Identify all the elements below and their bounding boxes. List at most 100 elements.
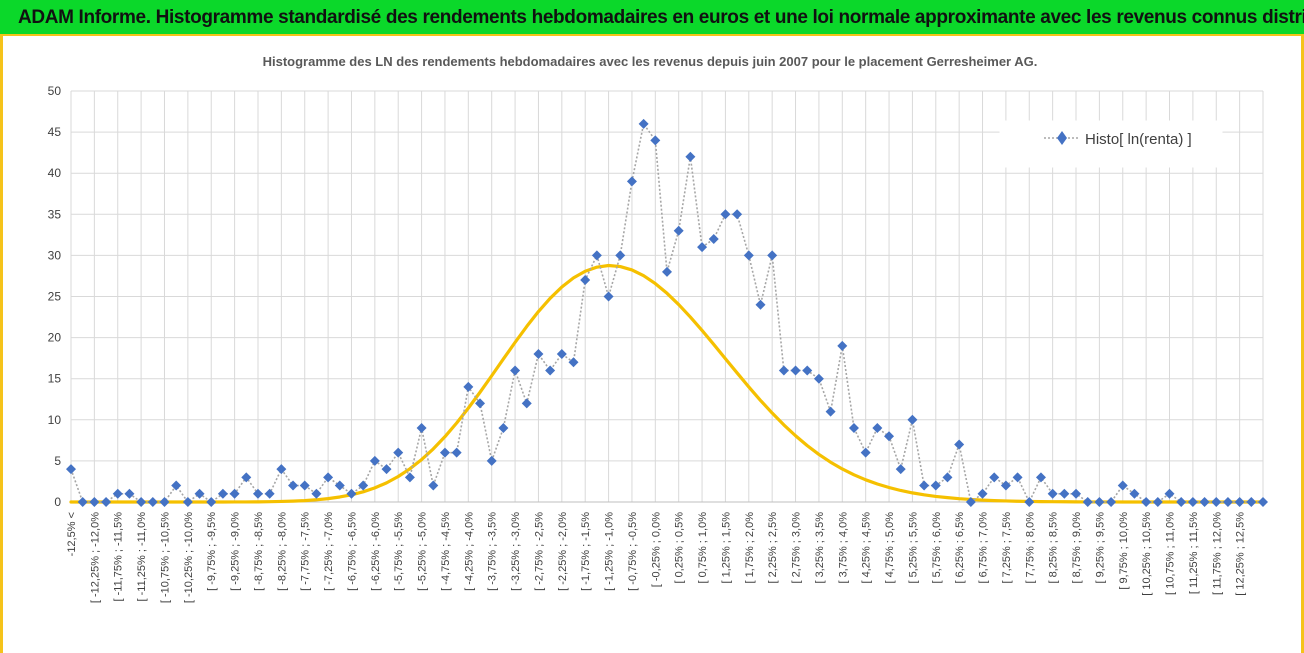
histogram-point [743,250,754,261]
x-tick-label: [ -12,25% ; -12,0% [89,512,101,603]
x-tick-label: [ 8,25% ; 8,5% [1048,512,1060,584]
legend: Histo[ ln(renta) ] [999,120,1223,168]
histogram-point [1047,488,1058,499]
histogram-point [1141,497,1152,507]
x-tick-label: [ -0,25% ; 0,0% [650,512,662,587]
x-tick-label: -12,5% < [66,512,78,556]
histogram-point [907,414,918,425]
histogram-point [626,176,637,187]
x-tick-label: [ 2,25% ; 2,5% [767,512,779,584]
histogram-point [1094,497,1105,507]
histogram-point [1152,497,1163,507]
histogram-point [1117,480,1128,491]
x-tick-label: [ 8,75% ; 9,0% [1071,512,1083,584]
histogram-point [790,365,801,376]
histogram-point [1176,497,1187,507]
histogram-point [977,488,988,499]
x-tick-label: [ -11,75% ; -11,5% [113,512,125,602]
histogram-point [860,447,871,458]
chart-frame [0,36,1304,653]
histogram-point [580,275,591,286]
y-tick-label: 40 [48,166,62,180]
histogram-point [533,349,544,360]
legend-marker [1057,131,1067,145]
x-tick-label: [ -3,25% ; -3,0% [510,512,522,591]
y-tick-label: 35 [48,207,62,221]
histogram-point [1246,497,1257,507]
histogram-point [1082,497,1093,507]
x-tick-label: [ -5,75% ; -5,5% [393,512,405,591]
x-tick-label: [ 4,25% ; 4,5% [861,512,873,584]
histogram-point [334,480,345,491]
histogram-point [521,398,532,409]
normal-curve [69,263,1265,504]
x-tick-label: [ -2,25% ; -2,0% [557,512,569,591]
x-tick-label: [ 5,25% ; 5,5% [907,512,919,584]
x-tick-label: [ 10,75% ; 11,0% [1165,512,1177,595]
histogram-point [206,497,217,507]
histogram-point [1059,488,1070,499]
histogram-point [416,423,427,434]
histogram-point [252,488,263,499]
x-axis: -12,5% < [ -12,25% ; -12,0% [ -11,75% ; -1… [66,501,1263,603]
x-tick-label: [ 7,25% ; 7,5% [1001,512,1013,584]
x-tick-label: [ 11,75% ; 12,0% [1211,512,1223,595]
histogram-point [147,497,158,507]
histogram-point [895,464,906,475]
x-tick-label: [ -3,75% ; -3,5% [487,512,499,591]
report-title: ADAM Informe. Histogramme standardisé de… [18,7,1304,28]
x-tick-label: [ -2,75% ; -2,5% [533,512,545,591]
x-tick-label: [ 3,75% ; 4,0% [837,512,849,584]
x-tick-label: [ -8,25% ; -8,0% [276,512,288,591]
histogram-point [638,118,649,129]
y-tick-label: 5 [54,454,61,468]
x-tick-label: [ 1,75% ; 2,0% [744,512,756,584]
x-tick-label: [ -4,25% ; -4,0% [463,512,475,591]
grid-lines [70,90,1264,503]
y-tick-label: 30 [48,248,62,262]
histogram-point [802,365,813,376]
histogram-point [1000,480,1011,491]
y-tick-label: 10 [48,413,62,427]
histogram-point [1012,472,1023,483]
x-tick-label: [ -4,75% ; -4,5% [440,512,452,591]
x-tick-label: [ -9,25% ; -9,0% [230,512,242,591]
histogram-point [848,423,859,434]
histogram-point [778,365,789,376]
histogram-point [825,406,836,417]
histogram-point [194,488,205,499]
x-tick-label: [ -10,25% ; -10,0% [183,512,195,603]
histogram-chart: Histogramme des LN des rendements hebdom… [48,54,1268,603]
x-tick-label: [ 1,25% ; 1,5% [720,512,732,584]
x-tick-label: [ 6,75% ; 7,0% [978,512,990,584]
y-tick-label: 50 [48,84,62,98]
histogram-point [159,497,170,507]
histogram-point [486,455,497,466]
x-tick-label: [ -11,25% ; -11,0% [136,512,148,602]
x-tick-label: [ 3,25% ; 3,5% [814,512,826,584]
histogram-point [451,447,462,458]
histogram-point [1199,497,1210,507]
x-tick-label: [ -5,25% ; -5,0% [417,512,429,591]
histogram-point [182,497,193,507]
histogram-point [673,225,684,236]
histogram-point [101,497,112,507]
x-tick-label: [ 0,75% ; 1,0% [697,512,709,584]
histogram-point [1222,497,1233,507]
report-banner: ADAM Informe. Histogramme standardisé de… [0,0,1304,36]
histogram-point [276,464,287,475]
x-tick-label: [ -1,75% ; -1,5% [580,512,592,591]
x-tick-label: [ -7,25% ; -7,0% [323,512,335,591]
x-tick-label: [ 12,25% ; 12,5% [1235,512,1247,596]
x-tick-label: [ 6,25% ; 6,5% [954,512,966,584]
x-tick-label: [ 0,25% ; 0,5% [674,512,686,584]
histogram-point [439,447,450,458]
histogram-point [428,480,439,491]
legend-entry: Histo[ ln(renta) ] [1085,131,1192,148]
histogram-point [1187,497,1198,507]
histogram-point [475,398,486,409]
histogram-point [136,497,147,507]
histogram-point [264,488,275,499]
x-tick-label: [ 4,75% ; 5,0% [884,512,896,584]
histogram-point [954,439,965,450]
